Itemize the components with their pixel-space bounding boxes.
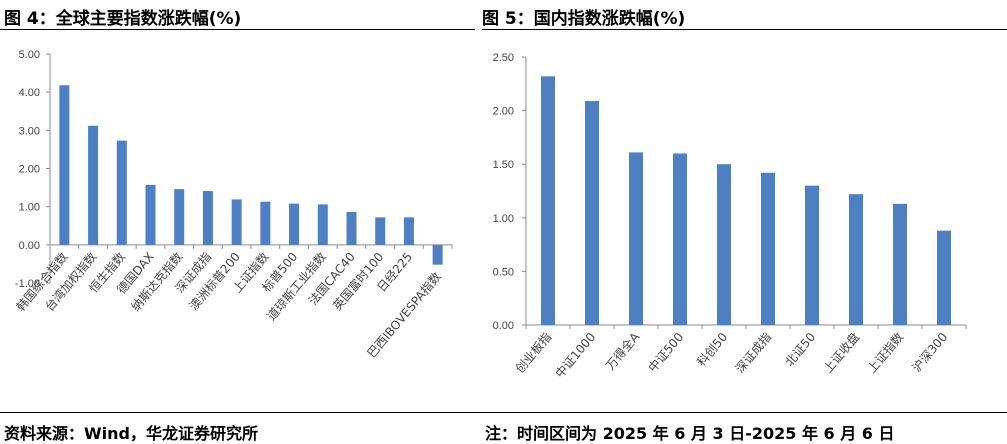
domestic-bar [629, 152, 643, 325]
domestic-category-label: 中证1000 [552, 329, 599, 380]
domestic-bar [717, 164, 731, 325]
domestic-y-tick-label: 2.00 [493, 106, 514, 118]
global-bar [403, 217, 414, 245]
global-bar [289, 203, 300, 245]
domestic-bar [849, 194, 863, 325]
global-bar [116, 140, 127, 245]
domestic-bar [541, 76, 555, 326]
right-chart-title: 图 5：国内指数涨跌幅(%) [482, 9, 686, 29]
global-bar [375, 217, 386, 245]
source-text: 资料来源：Wind，华龙证券研究所 [4, 424, 258, 443]
domestic-category-label: 上证指数 [864, 329, 906, 375]
footer-divider [0, 412, 1007, 413]
global-bar [432, 244, 443, 265]
domestic-category-label: 万得全A [602, 329, 642, 373]
global-bar [231, 199, 242, 245]
global-bar [88, 125, 99, 245]
global-y-tick-label: 3.00 [19, 125, 40, 137]
domestic-bar [585, 100, 599, 326]
domestic-y-tick-label: 0.50 [493, 266, 514, 278]
domestic-category-label: 北证50 [782, 330, 818, 369]
domestic-bar [937, 230, 951, 325]
domestic-category-label: 科创50 [694, 330, 730, 369]
global-bar [59, 85, 70, 245]
global-bar [174, 189, 185, 245]
domestic-category-label: 沪深300 [909, 330, 950, 375]
global-y-tick-label: 2.00 [19, 164, 40, 176]
domestic-y-tick-label: 0.00 [493, 320, 514, 332]
domestic-bar [673, 153, 687, 325]
domestic-category-label: 上证收盘 [820, 329, 862, 375]
right-title-divider [482, 29, 1007, 30]
domestic-category-label: 创业板指 [512, 329, 554, 375]
global-y-tick-label: 0.00 [19, 240, 40, 252]
global-y-tick-label: 4.00 [19, 87, 40, 99]
global-bar [145, 184, 156, 245]
left-title-divider [0, 29, 475, 30]
domestic-bar [893, 203, 907, 325]
global-bar [317, 204, 328, 245]
global-y-tick-label: 5.00 [19, 49, 40, 61]
global-bar [202, 191, 213, 245]
domestic-bar [761, 172, 775, 325]
domestic-category-label: 中证500 [645, 329, 687, 375]
domestic-y-tick-label: 2.50 [493, 52, 514, 64]
domestic-bar [805, 185, 819, 325]
domestic-y-tick-label: 1.50 [493, 159, 514, 171]
domestic-y-tick-label: 1.00 [493, 213, 514, 225]
date-range-note: 注：时间区间为 2025 年 6 月 3 日-2025 年 6 月 6 日 [485, 424, 895, 443]
global-y-tick-label: 1.00 [19, 202, 40, 214]
global-bar [346, 212, 357, 245]
global-y-tick-label: -1.00 [15, 278, 40, 290]
domestic-category-label: 深证成指 [732, 329, 774, 375]
global-bar [260, 201, 271, 245]
left-chart-title: 图 4：全球主要指数涨跌幅(%) [4, 9, 242, 29]
